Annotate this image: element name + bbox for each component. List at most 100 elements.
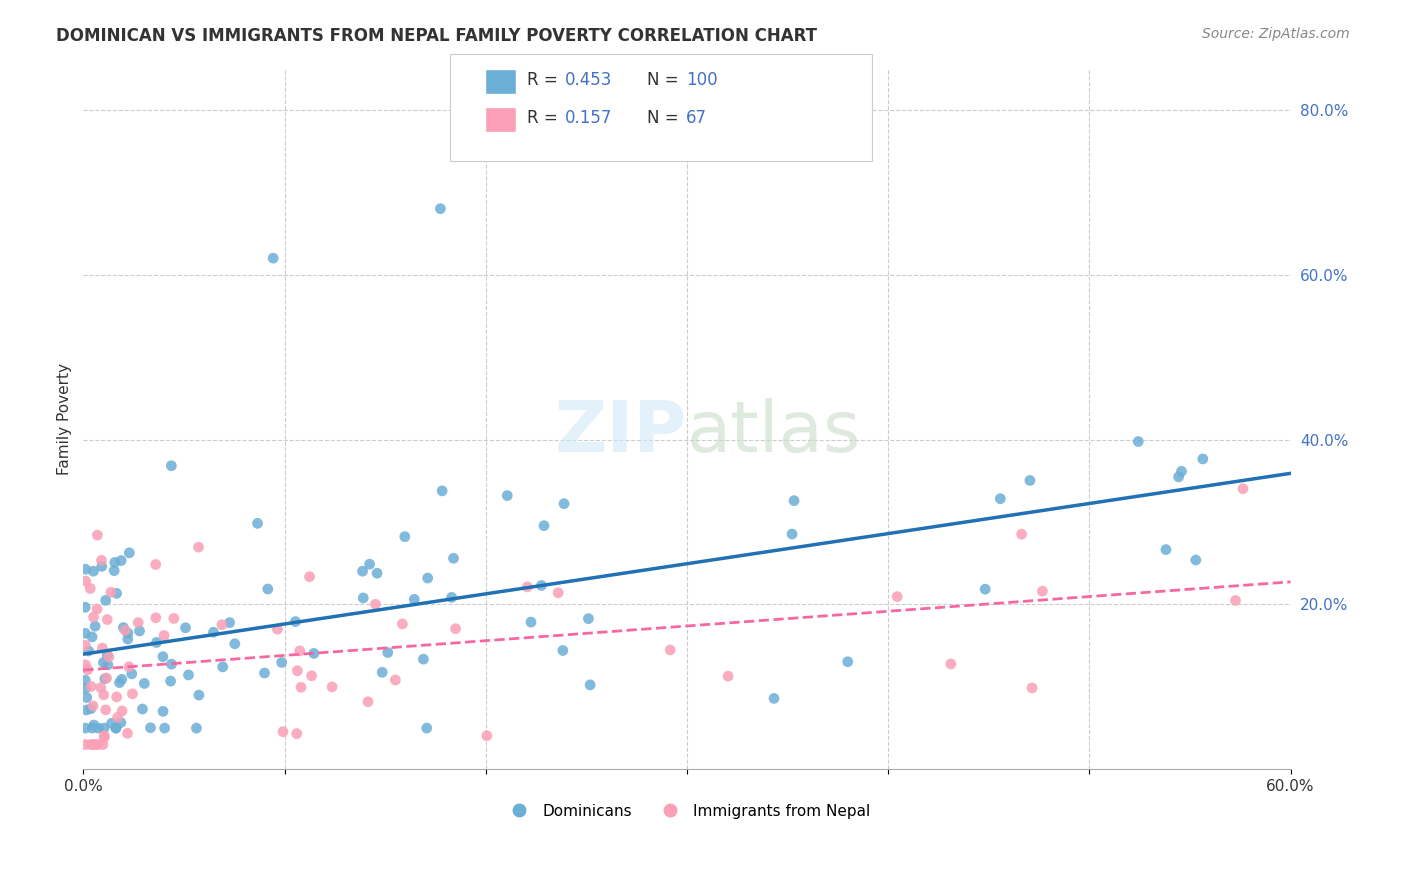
Point bbox=[988, 491, 1011, 506]
Point bbox=[533, 518, 555, 533]
Text: ZIP: ZIP bbox=[555, 399, 688, 467]
Point bbox=[87, 738, 110, 752]
Point bbox=[547, 586, 569, 600]
Point bbox=[79, 738, 101, 752]
Point bbox=[1191, 452, 1213, 467]
Point bbox=[224, 637, 246, 651]
Point bbox=[87, 721, 110, 735]
Point bbox=[253, 666, 276, 681]
Point bbox=[80, 702, 103, 716]
Point bbox=[111, 704, 134, 718]
Point bbox=[75, 703, 97, 717]
Point bbox=[145, 558, 167, 572]
Point bbox=[118, 546, 141, 560]
Point bbox=[186, 721, 208, 735]
Point bbox=[105, 586, 128, 600]
Point bbox=[475, 729, 498, 743]
Point bbox=[83, 738, 105, 752]
Point bbox=[429, 202, 451, 216]
Point bbox=[780, 527, 803, 541]
Point bbox=[152, 649, 174, 664]
Point bbox=[551, 643, 574, 657]
Text: 0.157: 0.157 bbox=[565, 109, 613, 127]
Point bbox=[145, 635, 167, 649]
Point bbox=[145, 611, 167, 625]
Point bbox=[321, 680, 343, 694]
Point bbox=[939, 657, 962, 671]
Point bbox=[97, 649, 120, 664]
Y-axis label: Family Poverty: Family Poverty bbox=[58, 363, 72, 475]
Point bbox=[75, 721, 97, 735]
Point bbox=[187, 688, 209, 702]
Point bbox=[352, 564, 374, 578]
Point bbox=[82, 738, 104, 752]
Point bbox=[301, 669, 323, 683]
Point bbox=[90, 559, 112, 574]
Point bbox=[496, 489, 519, 503]
Point bbox=[75, 738, 97, 752]
Point bbox=[579, 678, 602, 692]
Point bbox=[110, 715, 132, 730]
Point bbox=[430, 483, 453, 498]
Text: 67: 67 bbox=[686, 109, 707, 127]
Point bbox=[266, 622, 288, 636]
Point bbox=[837, 655, 859, 669]
Point bbox=[75, 574, 97, 589]
Point bbox=[1031, 584, 1053, 599]
Point bbox=[75, 600, 97, 615]
Text: N =: N = bbox=[647, 71, 683, 89]
Point bbox=[359, 557, 381, 571]
Point bbox=[94, 593, 117, 607]
Point bbox=[659, 643, 682, 657]
Point bbox=[211, 617, 233, 632]
Point bbox=[1019, 474, 1042, 488]
Point bbox=[117, 726, 139, 740]
Point bbox=[100, 716, 122, 731]
Point bbox=[96, 671, 118, 685]
Point bbox=[153, 628, 176, 642]
Point bbox=[80, 680, 103, 694]
Point bbox=[76, 663, 98, 677]
Point bbox=[211, 660, 233, 674]
Point bbox=[1021, 681, 1043, 695]
Point bbox=[121, 666, 143, 681]
Point bbox=[83, 718, 105, 732]
Point bbox=[394, 530, 416, 544]
Point bbox=[366, 566, 388, 581]
Point bbox=[75, 681, 97, 696]
Point bbox=[97, 657, 120, 672]
Point bbox=[404, 592, 426, 607]
Point bbox=[763, 691, 786, 706]
Point bbox=[75, 657, 97, 672]
Point bbox=[121, 687, 143, 701]
Point bbox=[444, 622, 467, 636]
Point bbox=[357, 695, 380, 709]
Point bbox=[288, 644, 311, 658]
Point bbox=[117, 626, 139, 640]
Point bbox=[298, 570, 321, 584]
Point bbox=[1170, 464, 1192, 478]
Point bbox=[440, 591, 463, 605]
Text: Source: ZipAtlas.com: Source: ZipAtlas.com bbox=[1202, 27, 1350, 41]
Point bbox=[114, 624, 136, 638]
Point bbox=[139, 721, 162, 735]
Point bbox=[77, 644, 100, 658]
Point bbox=[75, 638, 97, 652]
Legend: Dominicans, Immigrants from Nepal: Dominicans, Immigrants from Nepal bbox=[498, 797, 876, 825]
Point bbox=[717, 669, 740, 683]
Point bbox=[246, 516, 269, 531]
Point bbox=[1225, 593, 1247, 607]
Point bbox=[218, 615, 240, 630]
Point bbox=[127, 615, 149, 630]
Point bbox=[104, 721, 127, 735]
Point bbox=[90, 681, 112, 695]
Point bbox=[177, 668, 200, 682]
Point bbox=[391, 616, 413, 631]
Point bbox=[93, 731, 115, 745]
Point bbox=[270, 656, 292, 670]
Point bbox=[371, 665, 394, 680]
Point bbox=[128, 624, 150, 638]
Point bbox=[153, 721, 176, 735]
Point bbox=[530, 578, 553, 592]
Point bbox=[160, 657, 183, 672]
